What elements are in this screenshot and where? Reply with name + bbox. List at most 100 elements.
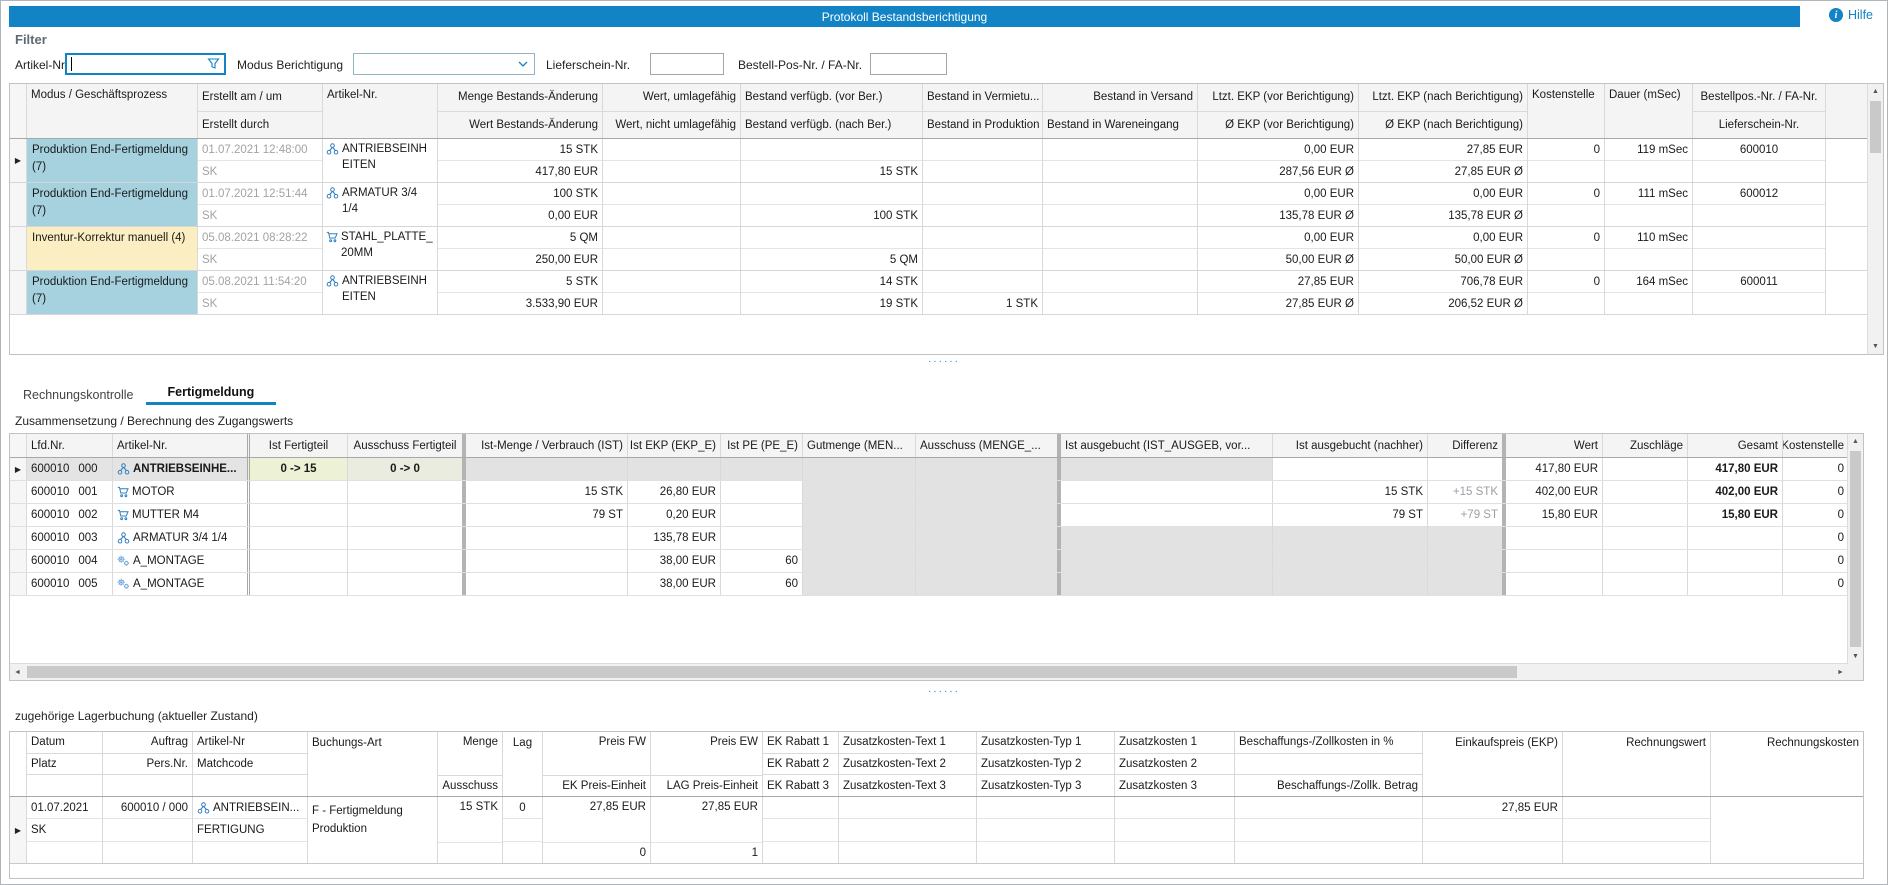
cell-lfd: 600010 003 xyxy=(26,527,112,549)
title-bar: Protokoll Bestandsberichtigung xyxy=(9,6,1800,27)
cell-modus: Produktion End-Fertigmeldung (7) xyxy=(26,183,197,226)
cell-kostenstelle: 0 xyxy=(1527,183,1604,226)
cell-erstellt: 05.08.2021 11:54:20 SK xyxy=(197,271,322,314)
cell-auftrag: 600010 / 000 xyxy=(102,797,192,863)
cell-artikel: A_MONTAGE xyxy=(112,550,247,572)
cell-ist-fertigteil: 0 -> 15 xyxy=(247,458,347,480)
table1-header-row: Modus / Geschäftsprozess Erstellt am / u… xyxy=(10,84,1868,139)
table2-row[interactable]: 600010 001 MOTOR 15 STK 26,80 EUR 15 STK … xyxy=(10,481,1848,504)
cell-artikel: ANTRIEBSEIN... FERTIGUNG xyxy=(192,797,307,863)
cell-menge: 100 STK 0,00 EUR xyxy=(437,183,602,226)
table1-row[interactable]: Produktion End-Fertigmeldung (7) 05.08.2… xyxy=(10,271,1868,315)
cell-ist-pe: 60 xyxy=(720,573,802,595)
cell-bestellpos: 600012 xyxy=(1692,183,1825,226)
cell-lfd: 600010 002 xyxy=(26,504,112,526)
row-marker-icon: ▶ xyxy=(10,139,26,182)
module-icon xyxy=(326,275,339,287)
tab-rechnungskontrolle[interactable]: Rechnungskontrolle xyxy=(23,388,134,402)
lieferschein-filter-label: Lieferschein-Nr. xyxy=(546,58,631,72)
table1-row[interactable]: Inventur-Korrektur manuell (4) 05.08.202… xyxy=(10,227,1868,271)
col-ekp-vor: Ltzt. EKP (vor Berichtigung) Ø EKP (vor … xyxy=(1197,84,1358,138)
table2-row[interactable]: 600010 003 ARMATUR 3/4 1/4 135,78 EUR 0 xyxy=(10,527,1848,550)
cell-kostenstelle: 0 xyxy=(1782,550,1848,572)
col-dauer: Dauer (mSec) xyxy=(1604,84,1692,138)
cell-artikel: ANTRIEBSEINHEITEN xyxy=(322,271,437,314)
scrollbar-thumb[interactable] xyxy=(1850,451,1861,647)
cell-ekp-vor: 0,00 EUR 135,78 EUR Ø xyxy=(1197,183,1358,226)
cell-lfd: 600010 005 xyxy=(26,573,112,595)
table3-row[interactable]: ▶ 01.07.2021 SK 600010 / 000 ANTRIEBSEIN… xyxy=(10,797,1863,864)
module-icon xyxy=(197,801,210,814)
cell-buchungsart: F - Fertigmeldung Produktion xyxy=(307,797,437,863)
col-ist-menge: Ist-Menge / Verbrauch (IST) xyxy=(462,434,627,457)
filter-section-title: Filter xyxy=(15,32,47,47)
scroll-right-icon[interactable]: ► xyxy=(1837,668,1844,676)
scroll-up-icon[interactable]: ▲ xyxy=(1852,438,1859,445)
col-ist-pe: Ist PE (PE_E) xyxy=(720,434,802,457)
scrollbar-thumb[interactable] xyxy=(1870,101,1881,153)
filter-funnel-icon[interactable] xyxy=(207,57,220,73)
col-kostenstelle: Kostenstelle xyxy=(1782,434,1848,457)
cell-ekp-vor: 27,85 EUR 27,85 EUR Ø xyxy=(1197,271,1358,314)
table1-row[interactable]: ▶ Produktion End-Fertigmeldung (7) 01.07… xyxy=(10,139,1868,183)
cell-bestand-verfuegbar: 15 STK xyxy=(740,139,922,182)
col-ekp-nach: Ltzt. EKP (nach Berichtigung) Ø EKP (nac… xyxy=(1358,84,1527,138)
cell-gesamt: 15,80 EUR xyxy=(1687,504,1782,526)
splitter-handle[interactable]: ······ xyxy=(928,356,960,367)
col-bestand-vermietung: Bestand in Vermietu... Bestand in Produk… xyxy=(922,84,1042,138)
cell-wert: 15,80 EUR xyxy=(1502,504,1602,526)
row-marker-icon: ▶ xyxy=(10,458,26,480)
splitter-handle[interactable]: ······ xyxy=(928,686,960,697)
table2-horizontal-scrollbar[interactable]: ◄ ► xyxy=(10,663,1848,680)
help-link[interactable]: i Hilfe xyxy=(1828,8,1873,22)
chevron-down-icon xyxy=(518,58,528,70)
scrollbar-thumb[interactable] xyxy=(27,666,1517,678)
cell-erstellt: 05.08.2021 08:28:22 SK xyxy=(197,227,322,270)
cell-ist-ekp: 135,78 EUR xyxy=(627,527,720,549)
cell-bestellpos xyxy=(1692,227,1825,270)
col-lfd: Lfd.Nr. xyxy=(26,434,112,457)
cell-artikel: A_MONTAGE xyxy=(112,573,247,595)
modus-select[interactable] xyxy=(353,53,535,75)
col-beschaffung: Beschaffungs-/Zollkosten in % Beschaffun… xyxy=(1234,732,1422,796)
table1-vertical-scrollbar[interactable]: ▲ ▼ xyxy=(1867,84,1883,354)
cell-modus: Inventur-Korrektur manuell (4) xyxy=(26,227,197,270)
col-preis-fw: Preis FW EK Preis-Einheit xyxy=(542,732,650,796)
artikel-filter-input[interactable] xyxy=(65,53,226,75)
table1-row[interactable]: Produktion End-Fertigmeldung (7) 01.07.2… xyxy=(10,183,1868,227)
cell-lfd: 600010 000 xyxy=(26,458,112,480)
scroll-down-icon[interactable]: ▼ xyxy=(1852,653,1859,660)
scroll-left-icon[interactable]: ◄ xyxy=(14,668,21,676)
col-artikel: Artikel-Nr Matchcode xyxy=(192,732,307,796)
cell-lfd: 600010 001 xyxy=(26,481,112,503)
cell-dauer: 110 mSec xyxy=(1604,227,1692,270)
tab-fertigmeldung[interactable]: Fertigmeldung xyxy=(145,382,277,405)
cell-bestand-verfuegbar: 14 STK 19 STK xyxy=(740,271,922,314)
col-ausschuss-fertigteil: Ausschuss Fertigteil xyxy=(347,434,462,457)
col-artikel: Artikel-Nr. xyxy=(112,434,247,457)
cell-gesamt: 402,00 EUR xyxy=(1687,481,1782,503)
col-modus: Modus / Geschäftsprozess xyxy=(26,84,197,138)
scroll-up-icon[interactable]: ▲ xyxy=(1872,88,1879,95)
cell-artikel: MOTOR xyxy=(112,481,247,503)
scroll-down-icon[interactable]: ▼ xyxy=(1872,343,1879,350)
table2-vertical-scrollbar[interactable]: ▲ ▼ xyxy=(1847,434,1863,664)
cell-datum: 01.07.2021 SK xyxy=(26,797,102,863)
cell-kostenstelle: 0 xyxy=(1527,227,1604,270)
col-wert-umlage: Wert, umlagefähig Wert, nicht umlagefähi… xyxy=(602,84,740,138)
col-rechnungswert: Rechnungswert xyxy=(1562,732,1710,796)
col-auftrag: Auftrag Pers.Nr. xyxy=(102,732,192,796)
col-gesamt: Gesamt xyxy=(1687,434,1782,457)
cell-menge: 15 STK 417,80 EUR xyxy=(437,139,602,182)
info-icon: i xyxy=(1828,8,1843,22)
table2-row[interactable]: 600010 002 MUTTER M4 79 ST 0,20 EUR 79 ST… xyxy=(10,504,1848,527)
table2-row[interactable]: 600010 005 A_MONTAGE 38,00 EUR 60 0 xyxy=(10,573,1848,596)
lieferschein-filter-input[interactable] xyxy=(650,53,724,75)
bestell-filter-input[interactable] xyxy=(870,53,947,75)
cell-erstellt: 01.07.2021 12:48:00 SK xyxy=(197,139,322,182)
col-bestellpos: Bestellpos.-Nr. / FA-Nr. Lieferschein-Nr… xyxy=(1692,84,1825,138)
page-title: Protokoll Bestandsberichtigung xyxy=(821,9,988,24)
table2-row[interactable]: 600010 004 A_MONTAGE 38,00 EUR 60 0 xyxy=(10,550,1848,573)
gears-icon xyxy=(117,555,129,566)
table2-row[interactable]: ▶ 600010 000 ANTRIEBSEINHE... 0 -> 15 0 -… xyxy=(10,458,1848,481)
